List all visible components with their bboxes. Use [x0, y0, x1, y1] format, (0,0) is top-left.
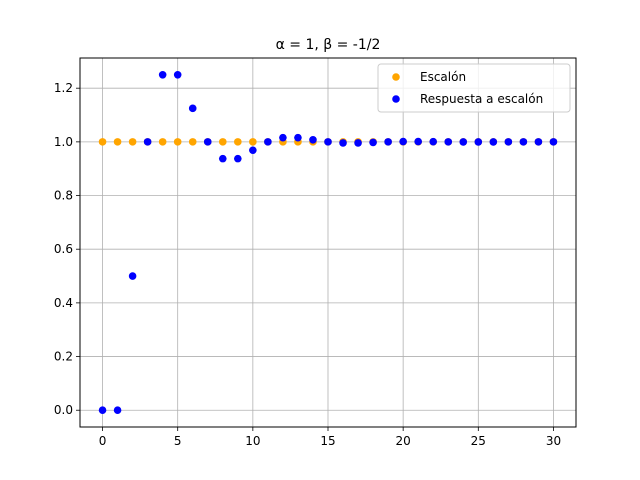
- data-point: [158, 138, 167, 146]
- data-point: [128, 272, 137, 280]
- data-point: [399, 137, 407, 146]
- y-tick-label: 0.4: [54, 296, 73, 310]
- data-point: [98, 406, 107, 415]
- y-tick-label: 1.2: [54, 81, 73, 95]
- data-point: [188, 104, 197, 113]
- data-point: [158, 70, 167, 79]
- data-point: [279, 133, 287, 142]
- y-tick-label: 0.8: [54, 189, 73, 203]
- y-tick-label: 0.6: [54, 242, 73, 256]
- data-point: [234, 154, 242, 163]
- y-tick-label: 1.0: [54, 135, 73, 149]
- data-point: [249, 138, 257, 146]
- legend-label: Respuesta a escalón: [420, 92, 543, 106]
- data-point: [203, 138, 212, 146]
- data-point: [294, 133, 302, 142]
- data-point: [489, 138, 498, 146]
- y-tick-label: 0.0: [54, 403, 73, 417]
- legend-marker: [392, 73, 400, 81]
- x-tick-label: 10: [245, 434, 260, 448]
- data-point: [354, 139, 362, 147]
- x-tick-label: 20: [396, 434, 411, 448]
- x-tick-label: 30: [546, 434, 561, 448]
- data-point: [339, 139, 347, 147]
- data-point: [444, 138, 453, 146]
- data-point: [369, 138, 377, 147]
- data-point: [113, 138, 122, 146]
- data-points: [98, 70, 558, 415]
- data-point: [98, 138, 107, 146]
- data-point: [324, 138, 332, 146]
- x-tick-label: 5: [174, 434, 182, 448]
- x-tick-label: 15: [320, 434, 335, 448]
- data-point: [504, 138, 513, 146]
- x-tick-label: 0: [99, 434, 107, 448]
- data-point: [459, 138, 468, 146]
- data-point: [128, 138, 137, 146]
- data-point: [173, 70, 182, 79]
- data-point: [188, 138, 197, 146]
- legend: Escalón Respuesta a escalón: [377, 63, 571, 113]
- data-point: [474, 138, 483, 146]
- data-point: [309, 135, 317, 144]
- legend-marker: [392, 95, 400, 103]
- x-tick-label: 25: [471, 434, 486, 448]
- data-point: [384, 138, 392, 146]
- data-point: [534, 138, 543, 146]
- data-point: [264, 138, 272, 146]
- data-point: [113, 406, 122, 415]
- data-point: [173, 138, 182, 146]
- data-point: [414, 137, 422, 146]
- series-1: [98, 70, 558, 415]
- data-point: [218, 138, 227, 146]
- data-point: [549, 138, 558, 146]
- data-point: [249, 146, 257, 155]
- data-point: [218, 154, 227, 163]
- chart-title: α = 1, β = -1/2: [276, 37, 381, 53]
- ticks: 0 5 10 15 20 25 30 0.0 0.2 0.4 0.6 0.8 1.0 1.2: [54, 81, 561, 448]
- data-point: [519, 138, 528, 146]
- data-point: [429, 137, 438, 146]
- legend-box: [377, 63, 571, 113]
- legend-label: Escalón: [420, 70, 466, 84]
- y-tick-label: 0.2: [54, 350, 73, 364]
- data-point: [143, 138, 152, 146]
- data-point: [234, 138, 242, 146]
- grid: [80, 58, 576, 427]
